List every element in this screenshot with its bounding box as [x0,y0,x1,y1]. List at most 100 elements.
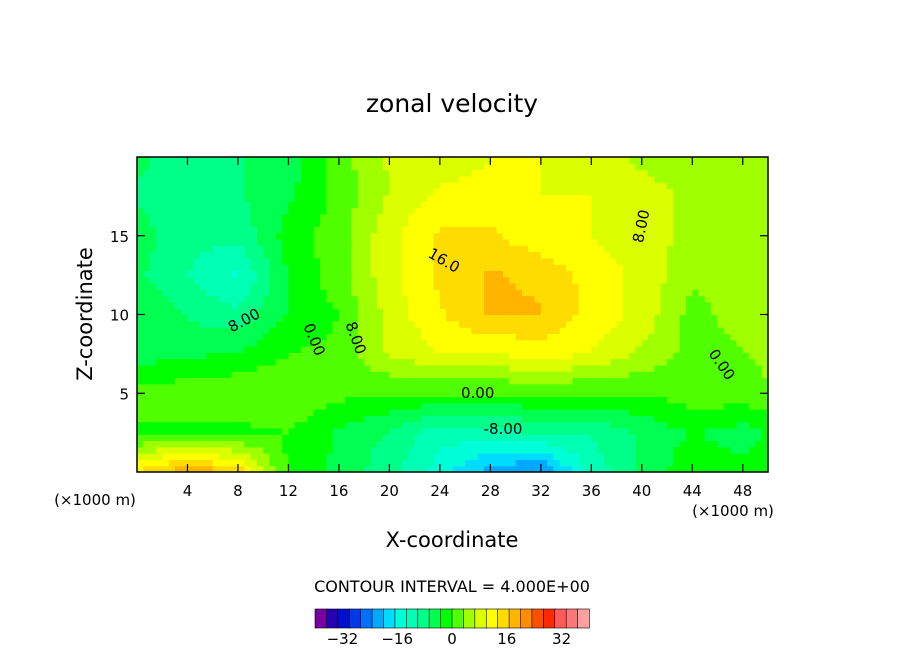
contour-cell [408,201,416,208]
contour-cell [603,207,611,215]
contour-cell [534,175,542,183]
contour-cell [319,440,327,448]
contour-cell [723,201,731,208]
contour-cell [414,232,422,240]
contour-cell [749,226,756,234]
contour-cell [206,358,214,366]
contour-cell [364,453,372,460]
contour-cell [193,301,201,309]
contour-cell [465,440,473,448]
contour-cell [187,251,195,259]
contour-cell [402,163,409,171]
contour-cell [301,440,308,448]
contour-cell [717,201,725,208]
contour-cell [402,264,409,271]
contour-cell [269,371,277,379]
contour-cell [225,301,233,309]
contour-cell [471,434,479,442]
contour-cell [219,409,226,416]
contour-cell [332,213,340,221]
contour-cell [231,327,239,334]
contour-cell [654,427,662,435]
contour-cell [301,453,308,460]
contour-cell [162,333,170,341]
contour-cell [679,308,687,316]
contour-cell [149,301,157,309]
contour-cell [458,251,466,259]
contour-cell [364,226,372,234]
contour-cell [370,220,378,227]
contour-cell [294,201,302,208]
contour-cell [528,163,536,171]
contour-cell [496,371,504,379]
contour-cell [351,421,359,429]
contour-cell [370,283,378,290]
contour-cell [420,245,428,253]
contour-cell [458,320,466,328]
contour-cell [389,220,397,227]
contour-cell [395,207,403,215]
contour-cell [244,434,252,442]
contour-cell [313,352,321,360]
contour-cell [357,175,365,183]
contour-cell [496,440,504,448]
contour-cell [301,371,308,379]
contour-cell [629,371,637,379]
contour-cell [509,377,517,385]
contour-cell [578,314,586,322]
contour-cell [698,163,706,171]
contour-cell [351,264,359,271]
contour-cell [704,396,712,404]
contour-cell [629,402,637,410]
contour-cell [566,270,573,278]
contour-cell [458,283,466,290]
contour-cell [704,320,712,328]
contour-cell [155,251,163,259]
contour-cell [471,169,479,177]
contour-cell [629,459,637,467]
contour-cell [351,270,359,278]
contour-cell [660,377,668,385]
contour-cell [711,251,719,259]
contour-cell [288,352,296,360]
contour-cell [326,175,334,183]
contour-cell [749,364,756,372]
contour-cell [553,283,561,290]
contour-cell [667,220,674,227]
contour-cell [345,352,353,360]
contour-cell [275,421,283,429]
contour-cell [528,459,536,467]
contour-cell [452,251,460,259]
contour-cell [660,194,668,202]
contour-cell [237,352,245,360]
contour-cell [730,188,738,196]
contour-cell [256,320,264,328]
contour-cell [269,421,277,429]
contour-cell [566,421,573,429]
contour-cell [364,314,372,322]
contour-cell [528,453,536,460]
contour-cell [250,390,258,397]
contour-cell [370,264,378,271]
contour-cell [206,465,214,472]
contour-cell [250,327,258,334]
contour-cell [610,257,618,265]
contour-cell [540,352,548,360]
contour-cell [597,346,605,353]
contour-cell [338,421,346,429]
contour-cell [288,238,296,246]
contour-cell [364,440,372,448]
contour-cell [692,327,700,334]
contour-cell [345,194,353,202]
contour-cell [420,459,428,467]
contour-cell [603,421,611,429]
contour-cell [237,308,245,316]
contour-cell [585,270,592,278]
contour-cell [174,453,182,460]
contour-cell [219,201,226,208]
contour-cell [187,182,195,190]
contour-cell [351,213,359,221]
contour-cell [376,226,384,234]
contour-cell [610,453,618,460]
contour-cell [420,409,428,416]
